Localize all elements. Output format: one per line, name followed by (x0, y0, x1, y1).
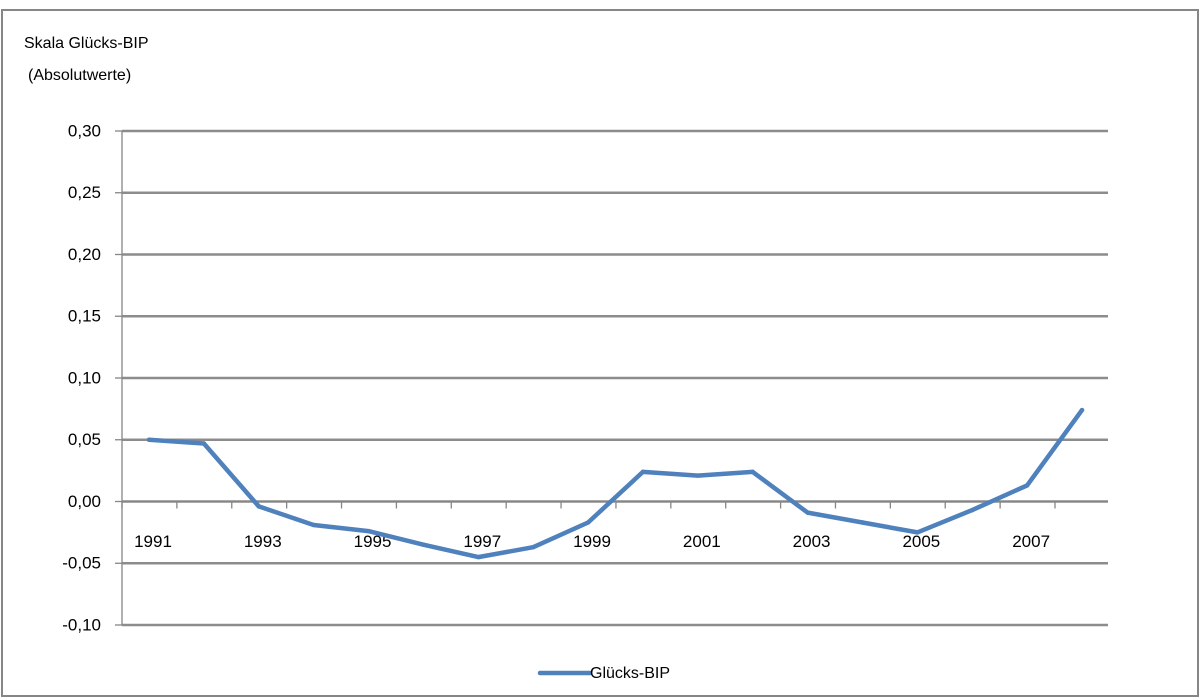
data-point (860, 520, 865, 525)
data-point (366, 528, 371, 534)
y-axis-subtitle: (Absolutwerte) (28, 67, 131, 84)
data-point (1079, 407, 1085, 413)
axes (115, 130, 1108, 626)
data-point (915, 530, 920, 535)
y-tick-label: 0,20 (68, 245, 101, 264)
data-point (311, 522, 316, 528)
y-tick-label: 0,10 (68, 368, 101, 387)
data-point (585, 520, 591, 525)
data-point (256, 504, 261, 509)
x-tick-labels: 1991 1993 1995 1997 1999 2001 2003 2005 2007 (134, 532, 1050, 551)
data-point (750, 469, 755, 475)
y-tick-label: -0,10 (62, 615, 101, 634)
y-tick-label: 0,00 (68, 492, 101, 511)
data-point (640, 469, 646, 475)
legend: Glücks-BIP (537, 665, 670, 682)
data-point (695, 473, 701, 478)
y-tick-label: 0,30 (68, 121, 101, 140)
x-tick-label: 1993 (244, 532, 282, 551)
data-point (805, 510, 810, 515)
y-tick-labels: -0,10 -0,05 0,00 0,05 0,10 0,15 0,20 0,25 0,30 (62, 121, 101, 634)
x-tick-label: 1991 (134, 532, 172, 551)
data-point (530, 544, 536, 550)
y-tick-label: 0,25 (68, 183, 101, 202)
data-point (476, 554, 481, 560)
data-point (970, 507, 975, 513)
y-tick-label: -0,05 (62, 554, 101, 573)
x-tick-label: 2005 (902, 532, 940, 551)
data-point (201, 441, 207, 446)
data-point (421, 542, 426, 547)
x-tick-label: 1999 (573, 532, 611, 551)
y-tick-label: 0,05 (68, 430, 101, 449)
data-point (146, 437, 152, 442)
x-tick-label: 2007 (1012, 532, 1050, 551)
x-tick-label: 2001 (683, 532, 721, 551)
data-point (1024, 483, 1030, 488)
x-tick-label: 2003 (793, 532, 831, 551)
legend-label: Glücks-BIP (590, 665, 670, 682)
x-tick-label: 1997 (463, 532, 501, 551)
chart-border (1, 9, 1199, 697)
series-line-glucks-bip (146, 407, 1085, 560)
y-axis-title: Skala Glücks-BIP (24, 35, 148, 52)
y-tick-label: 0,15 (68, 307, 101, 326)
series-layer (146, 407, 1085, 560)
